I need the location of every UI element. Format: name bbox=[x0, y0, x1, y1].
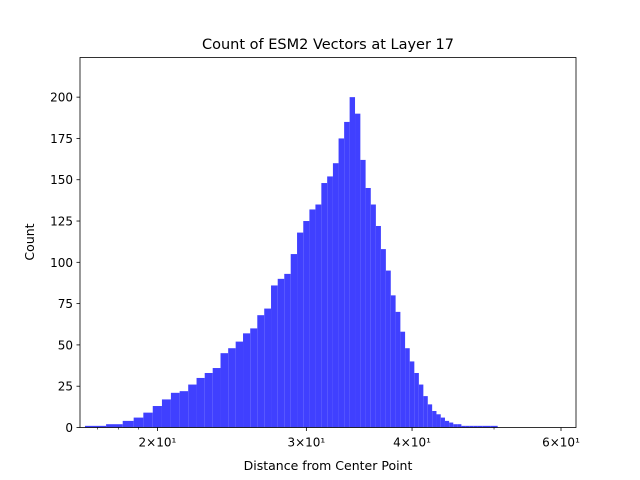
histogram-bar bbox=[490, 425, 498, 428]
y-tick-label: 0 bbox=[65, 421, 73, 435]
histogram-bar bbox=[423, 396, 428, 428]
histogram-bar bbox=[409, 361, 415, 428]
histogram-bar bbox=[264, 308, 272, 428]
histogram-bar bbox=[465, 425, 470, 428]
histogram-bar bbox=[327, 176, 333, 428]
histogram-bar bbox=[290, 254, 298, 428]
histogram-bar bbox=[380, 249, 386, 428]
histogram-bar bbox=[152, 406, 162, 428]
y-axis-ticks: 0 25 50 75 100 125 150 175 200 bbox=[50, 91, 80, 435]
x-axis-ticks: 2×10¹ 3×10¹ 4×10¹ 6×10¹ bbox=[97, 427, 580, 450]
histogram-bar bbox=[315, 204, 322, 428]
histogram-bar bbox=[277, 278, 285, 428]
histogram-bar bbox=[436, 414, 441, 428]
histogram-bar bbox=[370, 204, 376, 428]
histogram-bar bbox=[418, 384, 424, 428]
histogram-bar bbox=[344, 121, 350, 428]
histogram-bar bbox=[482, 425, 491, 428]
histogram-bar bbox=[375, 225, 381, 428]
histogram-bar bbox=[385, 270, 391, 428]
histogram-bar bbox=[444, 420, 450, 428]
y-tick-label: 125 bbox=[50, 215, 73, 229]
histogram-bar bbox=[188, 384, 197, 428]
histogram-bar bbox=[395, 311, 401, 428]
x-tick-label: 4×10¹ bbox=[393, 436, 431, 450]
histogram-bar bbox=[220, 353, 229, 428]
y-tick-label: 200 bbox=[50, 91, 73, 105]
histogram-bar bbox=[390, 295, 396, 428]
histogram-bar bbox=[355, 113, 361, 428]
histogram-bar bbox=[204, 372, 213, 428]
histogram-bar bbox=[332, 163, 339, 428]
x-tick-label: 6×10¹ bbox=[542, 436, 580, 450]
histogram-bar bbox=[271, 285, 278, 428]
histogram-bar bbox=[250, 328, 258, 428]
histogram-bar bbox=[469, 425, 474, 428]
chart-title: Count of ESM2 Vectors at Layer 17 bbox=[202, 37, 454, 53]
histogram-bar bbox=[243, 333, 251, 428]
histogram-bars bbox=[84, 97, 498, 428]
x-tick-label: 2×10¹ bbox=[139, 436, 177, 450]
histogram-bar bbox=[257, 315, 265, 428]
histogram-bar bbox=[212, 368, 221, 428]
y-tick-label: 50 bbox=[58, 338, 73, 352]
histogram-bar bbox=[461, 425, 466, 428]
y-tick-label: 175 bbox=[50, 132, 73, 146]
y-tick-label: 75 bbox=[58, 297, 73, 311]
histogram-bar bbox=[477, 425, 483, 428]
histogram-bar bbox=[427, 404, 433, 428]
histogram-bar bbox=[228, 348, 236, 428]
histogram-bar bbox=[196, 377, 205, 428]
histogram-bar bbox=[235, 341, 244, 428]
histogram-bar bbox=[473, 425, 478, 428]
histogram-bar bbox=[440, 417, 445, 428]
histogram-bar bbox=[84, 425, 107, 428]
histogram-bar bbox=[453, 424, 458, 428]
histogram-bar bbox=[161, 399, 171, 428]
histogram-bar bbox=[400, 331, 406, 428]
histogram-bar bbox=[365, 187, 371, 428]
histogram-bar bbox=[349, 97, 356, 428]
histogram-bar bbox=[133, 417, 144, 428]
histogram-bar bbox=[143, 412, 153, 428]
histogram-bar bbox=[360, 159, 366, 428]
histogram-bar bbox=[284, 273, 291, 428]
histogram-bar bbox=[414, 372, 419, 428]
histogram-bar bbox=[106, 424, 123, 428]
histogram-bar bbox=[297, 232, 304, 428]
x-axis-label: Distance from Center Point bbox=[244, 458, 413, 473]
histogram-bar bbox=[457, 424, 462, 428]
y-tick-label: 150 bbox=[50, 173, 73, 187]
histogram-bar bbox=[170, 392, 180, 428]
histogram-bar bbox=[309, 209, 316, 428]
histogram-bar bbox=[321, 183, 328, 428]
plot-frame bbox=[79, 57, 577, 428]
y-axis-label: Count bbox=[22, 223, 37, 260]
histogram-bar bbox=[122, 420, 134, 428]
histogram-bar bbox=[179, 391, 189, 428]
histogram-bar bbox=[303, 221, 310, 428]
histogram-bar bbox=[449, 422, 454, 428]
histogram-bar bbox=[338, 138, 345, 428]
x-tick-label: 3×10¹ bbox=[287, 436, 325, 450]
y-tick-label: 100 bbox=[50, 256, 73, 270]
histogram-bar bbox=[405, 348, 410, 428]
histogram-bar bbox=[432, 410, 437, 428]
y-tick-label: 25 bbox=[58, 380, 73, 394]
